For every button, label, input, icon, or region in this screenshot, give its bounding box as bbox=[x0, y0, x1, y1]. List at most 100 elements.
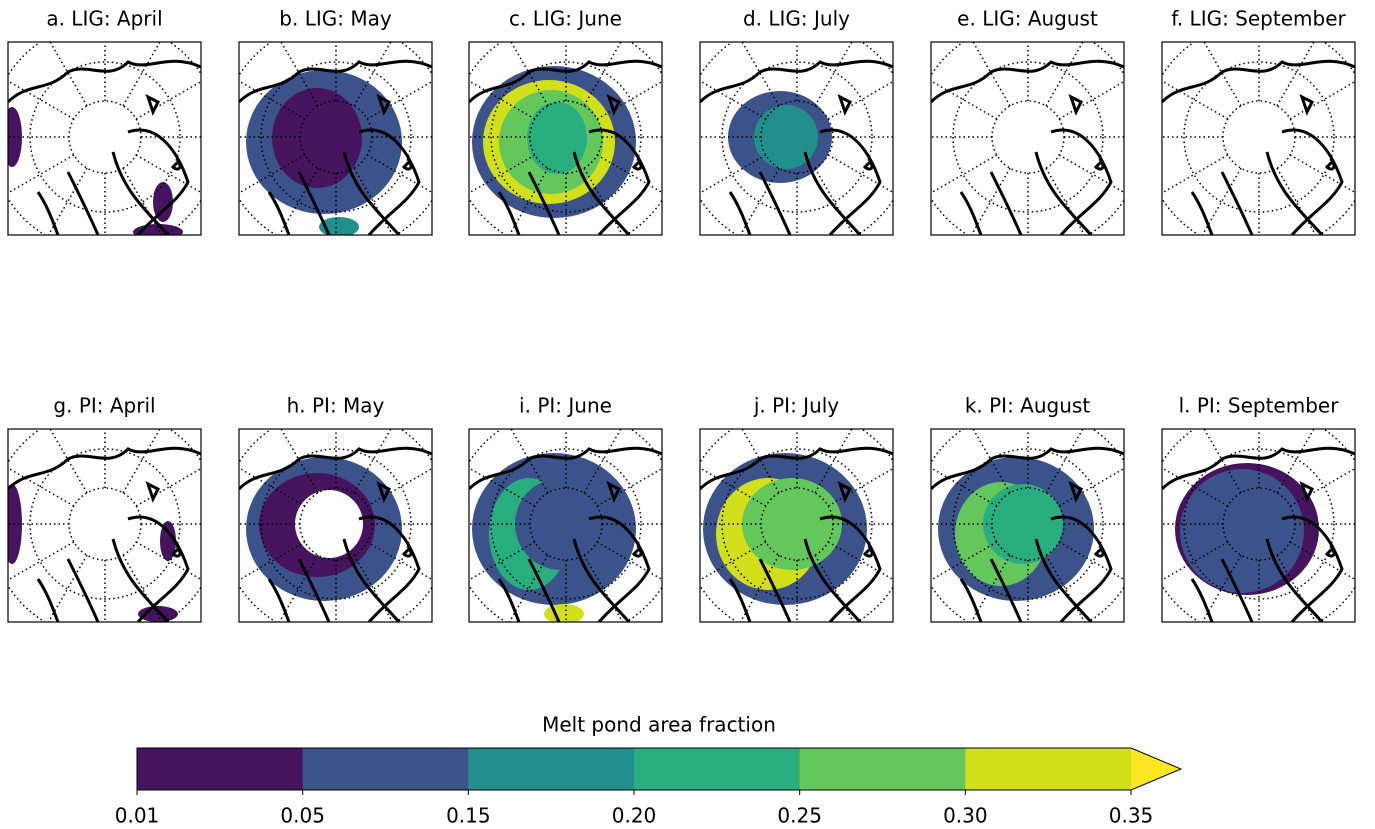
map-panel bbox=[931, 429, 1124, 622]
longitude-line bbox=[970, 554, 1011, 622]
longitude-line bbox=[280, 42, 319, 107]
longitude-line bbox=[814, 167, 855, 235]
latitude-line bbox=[952, 61, 1104, 213]
panel-title: g. PI: April bbox=[53, 394, 155, 418]
colorbar-segment bbox=[634, 748, 801, 790]
longitude-line bbox=[827, 467, 893, 507]
map-frame bbox=[699, 428, 894, 623]
panel-title: l. PI: September bbox=[1179, 394, 1340, 418]
panel-title: f. LIG: September bbox=[1171, 7, 1346, 31]
longitude-line bbox=[49, 42, 88, 107]
longitude-line bbox=[8, 154, 75, 194]
longitude-line bbox=[239, 467, 306, 507]
longitude-line bbox=[596, 154, 662, 194]
longitude-line bbox=[931, 541, 998, 581]
pond-region bbox=[544, 604, 584, 622]
map-background bbox=[931, 42, 1124, 235]
pond-region bbox=[527, 102, 587, 174]
latitude-line bbox=[260, 61, 412, 213]
latitude-line bbox=[952, 448, 1104, 600]
longitude-line bbox=[469, 541, 536, 581]
longitude-line bbox=[508, 554, 549, 622]
longitude-line bbox=[366, 154, 432, 194]
colorbar-tick-label: 0.35 bbox=[1109, 804, 1154, 828]
longitude-line bbox=[1045, 429, 1084, 494]
longitude-line bbox=[1201, 167, 1242, 235]
longitude-line bbox=[1058, 80, 1124, 120]
colorbar-segment bbox=[302, 748, 469, 790]
longitude-line bbox=[353, 429, 392, 494]
longitude-line bbox=[1162, 154, 1229, 194]
latitude-line bbox=[721, 61, 873, 213]
longitude-line bbox=[353, 167, 394, 235]
longitude-line bbox=[931, 154, 998, 194]
coastline bbox=[700, 59, 893, 235]
pond-region bbox=[983, 484, 1063, 564]
longitude-line bbox=[508, 167, 549, 235]
map-panel bbox=[239, 42, 432, 235]
longitude-line bbox=[49, 429, 88, 494]
pond-region bbox=[515, 478, 607, 570]
longitude-line bbox=[1162, 80, 1229, 120]
latitude-line bbox=[1183, 61, 1335, 213]
longitude-line bbox=[814, 42, 853, 107]
latitude-line bbox=[490, 61, 642, 213]
coastline bbox=[8, 59, 201, 235]
map-panel bbox=[700, 429, 893, 622]
longitude-line bbox=[239, 541, 306, 581]
map-panel bbox=[931, 42, 1124, 235]
longitude-line bbox=[1045, 42, 1084, 107]
map-frame bbox=[930, 428, 1125, 623]
map-background bbox=[1162, 42, 1355, 235]
map-panel bbox=[700, 42, 893, 235]
longitude-line bbox=[583, 42, 622, 107]
longitude-line bbox=[122, 42, 161, 107]
longitude-line bbox=[741, 42, 780, 107]
coastline bbox=[8, 446, 201, 622]
longitude-line bbox=[353, 554, 394, 622]
longitude-line bbox=[970, 167, 1011, 235]
colorbar-segment bbox=[468, 748, 635, 790]
longitude-line bbox=[510, 42, 549, 107]
colorbar-tick-label: 0.15 bbox=[446, 804, 491, 828]
longitude-line bbox=[700, 154, 767, 194]
longitude-line bbox=[1058, 467, 1124, 507]
colorbar-segment bbox=[799, 748, 966, 790]
latitude-line bbox=[1183, 448, 1335, 600]
longitude-line bbox=[1058, 154, 1124, 194]
panel-title: a. LIG: April bbox=[46, 7, 162, 31]
colorbar-tick-label: 0.30 bbox=[943, 804, 988, 828]
longitude-line bbox=[700, 541, 767, 581]
map-panel bbox=[1162, 429, 1355, 622]
longitude-line bbox=[122, 429, 161, 494]
map-frame bbox=[930, 41, 1125, 236]
longitude-line bbox=[1276, 42, 1315, 107]
longitude-line bbox=[8, 467, 75, 507]
longitude-line bbox=[1289, 154, 1355, 194]
pond-region bbox=[272, 88, 362, 188]
pond-region bbox=[742, 478, 842, 570]
longitude-line bbox=[814, 429, 853, 494]
longitude-line bbox=[583, 429, 622, 494]
longitude-line bbox=[1203, 42, 1242, 107]
longitude-line bbox=[596, 467, 662, 507]
latitude-line bbox=[29, 61, 181, 213]
longitude-line bbox=[8, 541, 75, 581]
longitude-line bbox=[1289, 541, 1355, 581]
map-panel bbox=[8, 429, 201, 622]
longitude-line bbox=[827, 80, 893, 120]
longitude-line bbox=[122, 554, 163, 622]
longitude-line bbox=[469, 154, 536, 194]
longitude-line bbox=[739, 554, 780, 622]
longitude-line bbox=[1162, 467, 1229, 507]
longitude-line bbox=[1276, 554, 1317, 622]
colorbar-extend bbox=[1131, 748, 1181, 790]
panel-title: j. PI: July bbox=[753, 394, 839, 418]
longitude-line bbox=[122, 167, 163, 235]
map-panel bbox=[469, 429, 662, 622]
longitude-line bbox=[47, 554, 88, 622]
pond-region bbox=[160, 521, 176, 561]
longitude-line bbox=[931, 80, 998, 120]
longitude-line bbox=[1276, 429, 1315, 494]
pond-region bbox=[754, 105, 818, 169]
